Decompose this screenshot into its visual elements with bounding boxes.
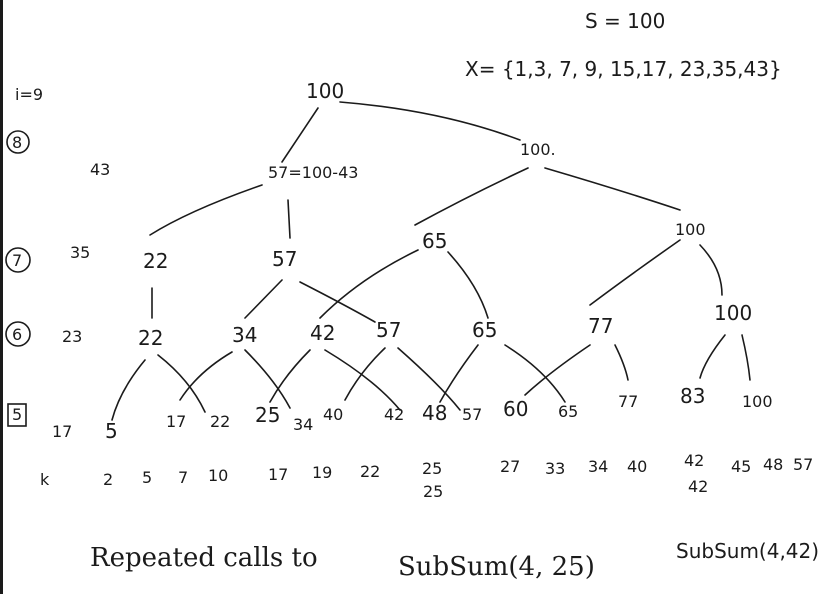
sum-7: 25	[422, 459, 442, 478]
node-l6-4: 65	[472, 318, 497, 342]
level-6-circle	[5, 321, 31, 347]
edge-100-65	[414, 167, 529, 226]
node-l5-2: 22	[210, 412, 230, 431]
node-l5-5: 40	[323, 405, 343, 424]
node-l7-0: 22	[143, 249, 168, 273]
node-l5-1: 17	[166, 412, 186, 431]
edge-100-100b	[699, 244, 723, 296]
node-l6-3: 57	[376, 318, 401, 342]
input-set-label: X= {1,3, 7, 9, 15,17, 23,35,43}	[465, 57, 782, 81]
edge-57-34	[244, 279, 283, 319]
level-label-7: 7	[12, 251, 22, 270]
node-l5-8: 57	[462, 405, 482, 424]
edge-42-25	[269, 349, 311, 403]
sum-1: 5	[142, 468, 152, 487]
target-sum-label: S = 100	[585, 9, 665, 33]
edge-65-65b	[504, 344, 566, 403]
sum-0: 2	[103, 470, 113, 489]
edge-65-48	[439, 344, 479, 403]
canvas-left-edge	[0, 0, 3, 594]
edge-77-60	[524, 344, 591, 396]
sum-3: 10	[208, 466, 228, 485]
repeated-calls-note: Repeated calls to	[90, 543, 318, 573]
edge-22-5	[111, 359, 146, 421]
edge-42-42	[324, 349, 401, 411]
edge-57-22	[149, 184, 263, 236]
node-l5-13: 100	[742, 392, 773, 411]
repeat-42: 42	[688, 477, 708, 496]
node-l5-7: 48	[422, 401, 447, 425]
sum-11: 40	[627, 457, 647, 476]
sum-8: 27	[500, 457, 520, 476]
node-l6-1: 34	[232, 323, 257, 347]
edge-root-right	[339, 101, 521, 141]
sum-2: 7	[178, 468, 188, 487]
edge-77-77	[614, 344, 629, 381]
sum-4: 17	[268, 465, 288, 484]
node-l6-2: 42	[310, 321, 335, 345]
edge-65-42	[319, 249, 419, 319]
edge-34-34	[244, 349, 291, 409]
edge-100-100	[544, 167, 681, 211]
edge-65-65	[447, 251, 489, 319]
node-root: 100	[306, 79, 344, 103]
node-l5-0: 5	[105, 419, 118, 443]
repeat-25: 25	[423, 482, 443, 501]
edge-34-17	[179, 351, 233, 401]
node-l6-0: 22	[138, 326, 163, 350]
sum-10: 34	[588, 457, 608, 476]
sum-5: 19	[312, 463, 332, 482]
level-value-7: 35	[70, 243, 90, 262]
node-l5-3: 25	[255, 403, 280, 427]
edge-57-57	[287, 199, 291, 239]
node-l6-5: 77	[588, 314, 613, 338]
edge-57-57b	[299, 281, 376, 323]
sum-13: 45	[731, 457, 751, 476]
sum-14: 48	[763, 455, 783, 474]
sum-9: 33	[545, 459, 565, 478]
level-label-8: 8	[12, 133, 22, 152]
edge-22-22b	[157, 354, 206, 413]
node-l5-10: 65	[558, 402, 578, 421]
node-l6-6: 100	[714, 301, 752, 325]
level-label-6: 6	[12, 325, 22, 344]
subsum-call-25: SubSum(4, 25)	[398, 552, 595, 582]
level-value-5: 17	[52, 422, 72, 441]
node-l5-6: 42	[384, 405, 404, 424]
level-7-circle	[5, 247, 31, 273]
level-value-8: 43	[90, 160, 110, 179]
node-l5-4: 34	[293, 415, 313, 434]
edge-100-77	[589, 239, 681, 306]
level-8-circle	[6, 130, 30, 154]
node-l5-12: 83	[680, 384, 705, 408]
edge-57-40	[344, 347, 386, 401]
node-l7-2: 65	[422, 229, 447, 253]
edge-57-57c	[397, 347, 461, 411]
level-value-6: 23	[62, 327, 82, 346]
sum-12: 42	[684, 451, 704, 470]
level-label-5: 5	[12, 405, 22, 424]
node-l7-1: 57	[272, 247, 297, 271]
sum-15: 57	[793, 455, 813, 474]
subsum-call-42: SubSum(4,42)	[676, 539, 819, 563]
sum-6: 22	[360, 462, 380, 481]
edge-100-83	[699, 334, 726, 379]
node-l5-11: 77	[618, 392, 638, 411]
level-5-box	[7, 403, 27, 427]
node-l8-1: 100.	[520, 140, 556, 159]
edge-root-left	[281, 107, 319, 163]
node-l8-0: 57=100-43	[268, 163, 358, 182]
level-label-i9: i=9	[15, 85, 43, 104]
node-l5-9: 60	[503, 397, 528, 421]
node-l7-3: 100	[675, 220, 706, 239]
sorted-row-marker: k	[40, 470, 50, 489]
edge-100-100c	[741, 334, 751, 381]
